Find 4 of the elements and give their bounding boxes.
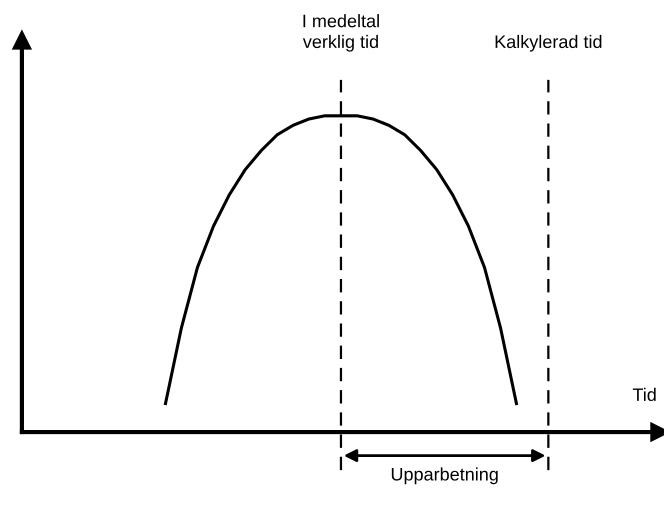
text: Kalkylerad tid [496,34,602,52]
text: I medeltal verklig tid [302,14,379,52]
x-axis-title: Tid [632,388,656,402]
text: Upparbetning [392,467,498,484]
